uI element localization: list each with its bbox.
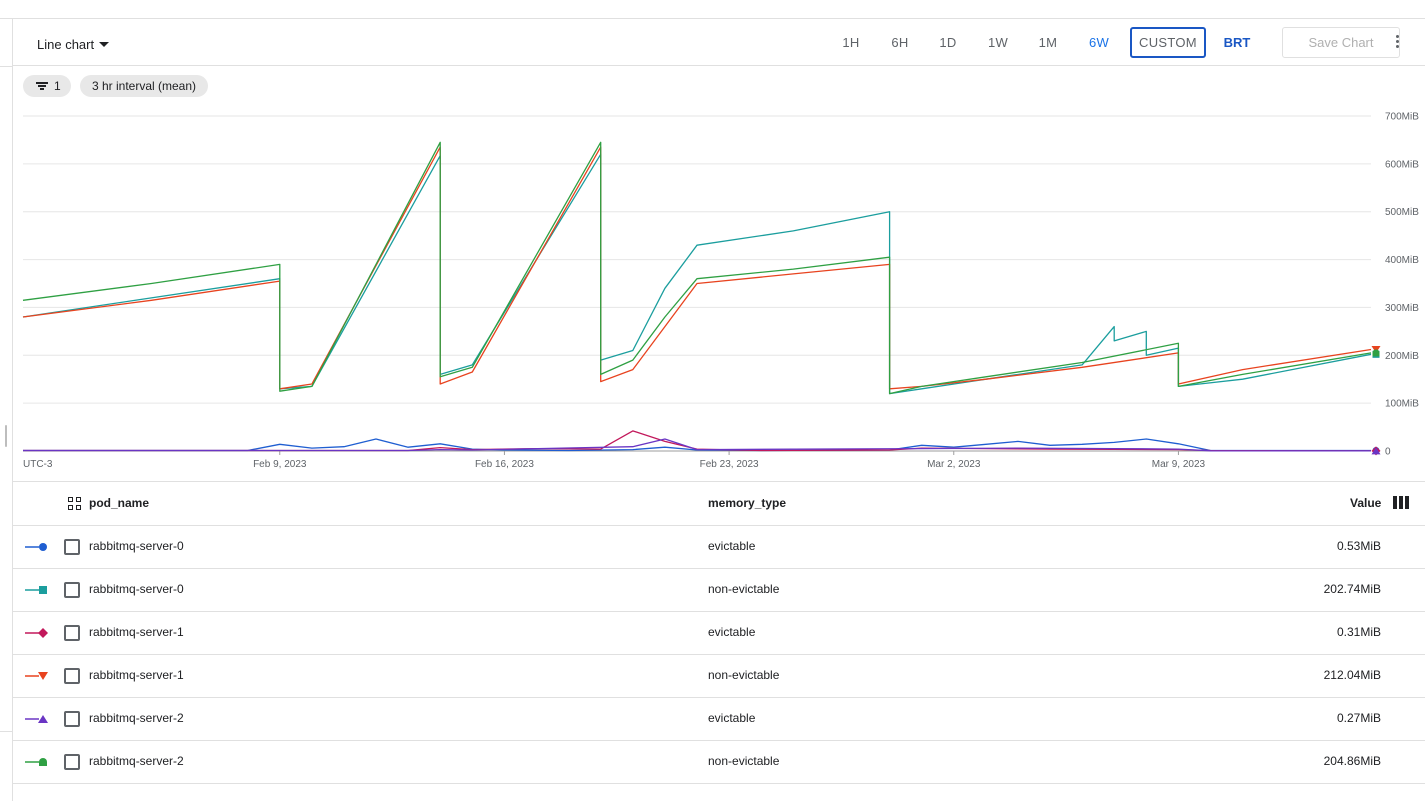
column-header-value[interactable]: Value: [1350, 496, 1382, 510]
series-legend-icon: [25, 628, 48, 638]
x-tick-label: Mar 2, 2023: [927, 459, 981, 470]
timezone-label: UTC-3: [23, 459, 53, 470]
y-axis-ticks: 700MiB 600MiB 500MiB 400MiB 300MiB 200MiB 100M…: [1385, 112, 1419, 458]
interval-chip[interactable]: 3 hr interval (mean): [80, 75, 208, 97]
series-legend-icon: [25, 586, 47, 594]
y-tick-label: 300MiB: [1385, 303, 1419, 314]
time-range-1w[interactable]: 1W: [987, 35, 1009, 50]
series-end-marker: [1371, 447, 1381, 455]
chart-type-dropdown[interactable]: Line chart: [37, 37, 110, 52]
table-row[interactable]: rabbitmq-server-0 evictable 0.53MiB: [13, 526, 1425, 569]
series-checkbox[interactable]: [64, 625, 80, 641]
memory-type-cell: evictable: [708, 711, 756, 725]
series-line-rabbitmq-server-0-non-evictable: [22, 153, 1372, 395]
table-row[interactable]: rabbitmq-server-1 evictable 0.31MiB: [13, 612, 1425, 655]
resize-handle[interactable]: [5, 425, 7, 447]
series-legend-icon: [25, 543, 47, 551]
series-checkbox[interactable]: [64, 711, 80, 727]
save-chart-button[interactable]: Save Chart: [1282, 27, 1400, 58]
memory-type-cell: evictable: [708, 625, 756, 639]
time-range-6w[interactable]: 6W: [1088, 35, 1110, 50]
chart-toolbar: Line chart 1H 6H 1D 1W 1M 6W CUSTOM BRT …: [13, 19, 1425, 66]
series-checkbox[interactable]: [64, 582, 80, 598]
column-header-pod-name[interactable]: pod_name: [89, 496, 150, 510]
time-range-1d[interactable]: 1D: [939, 35, 957, 50]
top-strip: [0, 0, 1425, 19]
memory-type-cell: evictable: [708, 539, 756, 553]
custom-range-button[interactable]: CUSTOM: [1130, 27, 1206, 58]
value-cell: 0.27MiB: [1336, 711, 1381, 725]
memory-type-cell: non-evictable: [708, 582, 780, 596]
value-cell: 202.74MiB: [1323, 582, 1381, 596]
y-tick-label: 400MiB: [1385, 255, 1419, 266]
value-cell: 204.86MiB: [1323, 754, 1381, 768]
value-cell: 0.53MiB: [1336, 539, 1381, 553]
table-row[interactable]: rabbitmq-server-1 non-evictable 212.04MiB: [13, 655, 1425, 698]
time-range-1m[interactable]: 1M: [1038, 35, 1058, 50]
caret-down-icon: [99, 42, 110, 47]
filter-chip[interactable]: 1: [23, 75, 71, 97]
line-chart: 700MiB 600MiB 500MiB 400MiB 300MiB 200MiB 100M…: [22, 112, 1419, 470]
series-line-rabbitmq-server-2-evictable: [23, 438, 1372, 452]
table-row[interactable]: rabbitmq-server-2 non-evictable 204.86MiB: [13, 741, 1425, 784]
y-tick-label: 0: [1385, 447, 1391, 458]
x-tick-label: Mar 9, 2023: [1152, 459, 1206, 470]
value-cell: 0.31MiB: [1336, 625, 1381, 639]
time-range-6h[interactable]: 6H: [891, 35, 909, 50]
table-row[interactable]: rabbitmq-server-0 non-evictable 202.74MiB: [13, 569, 1425, 612]
column-density-icon[interactable]: [1393, 496, 1409, 509]
time-range-1h[interactable]: 1H: [842, 35, 860, 50]
more-vert-icon[interactable]: [1391, 31, 1405, 53]
legend-table: pod_name memory_type Value rabbitmq-serv…: [13, 481, 1425, 784]
x-tick-label: Feb 23, 2023: [700, 459, 759, 470]
chart-series: [22, 141, 1372, 452]
table-row[interactable]: rabbitmq-server-2 evictable 0.27MiB: [13, 698, 1425, 741]
y-tick-label: 600MiB: [1385, 159, 1419, 170]
x-tick-label: Feb 9, 2023: [253, 459, 307, 470]
filter-icon: [36, 82, 48, 90]
series-legend-icon: [25, 758, 47, 766]
pod-name-cell: rabbitmq-server-2: [89, 754, 184, 768]
filter-count: 1: [54, 79, 61, 93]
select-columns-icon[interactable]: [68, 497, 82, 511]
column-header-memory-type[interactable]: memory_type: [708, 496, 787, 510]
table-header: pod_name memory_type Value: [13, 481, 1425, 526]
series-legend-icon: [25, 715, 48, 723]
left-panel-edge: [0, 18, 13, 801]
series-checkbox[interactable]: [64, 539, 80, 555]
series-legend-icon: [25, 672, 48, 680]
series-line-rabbitmq-server-1-non-evictable: [22, 146, 1372, 390]
table-body: rabbitmq-server-0 evictable 0.53MiB rabbitm…: [13, 526, 1425, 784]
x-tick-label: Feb 16, 2023: [475, 459, 534, 470]
y-tick-label: 100MiB: [1385, 399, 1419, 410]
series-end-marker: [1372, 349, 1380, 357]
x-axis-ticks: UTC-3 Feb 9, 2023 Feb 16, 2023 Feb 23, 2023…: [23, 451, 1206, 470]
pod-name-cell: rabbitmq-server-0: [89, 539, 184, 553]
series-end-markers: [1371, 346, 1381, 456]
y-tick-label: 700MiB: [1385, 112, 1419, 123]
y-tick-label: 200MiB: [1385, 351, 1419, 362]
series-line-rabbitmq-server-1-evictable: [23, 430, 1372, 452]
gutter-divider: [0, 66, 12, 67]
series-checkbox[interactable]: [64, 668, 80, 684]
pod-name-cell: rabbitmq-server-1: [89, 668, 184, 682]
gutter-divider: [0, 731, 12, 732]
pod-name-cell: rabbitmq-server-1: [89, 625, 184, 639]
pod-name-cell: rabbitmq-server-0: [89, 582, 184, 596]
value-cell: 212.04MiB: [1323, 668, 1381, 682]
memory-type-cell: non-evictable: [708, 754, 780, 768]
y-tick-label: 500MiB: [1385, 207, 1419, 218]
series-checkbox[interactable]: [64, 754, 80, 770]
pod-name-cell: rabbitmq-server-2: [89, 711, 184, 725]
memory-type-cell: non-evictable: [708, 668, 780, 682]
timezone-button[interactable]: BRT: [1223, 35, 1251, 50]
series-line-rabbitmq-server-2-non-evictable: [22, 141, 1372, 395]
chart-type-label: Line chart: [37, 37, 95, 52]
